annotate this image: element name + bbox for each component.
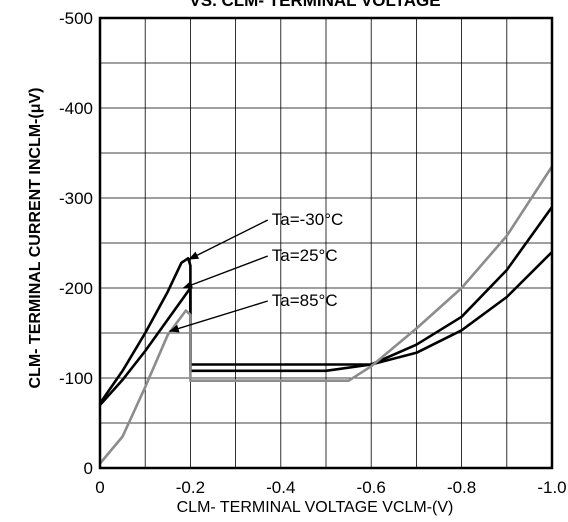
annotation-label: Ta=-30°C xyxy=(272,210,344,229)
series-line-1 xyxy=(98,251,553,404)
y-axis-label: CLM- TERMINAL CURRENT INCLM-(μV) xyxy=(27,87,44,388)
y-tick-label: -400 xyxy=(59,99,93,118)
plot-frame xyxy=(98,16,554,470)
y-tick-label: -200 xyxy=(59,279,93,298)
annotation-label: Ta=85°C xyxy=(272,291,338,310)
x-tick-label: -1.0 xyxy=(537,478,566,497)
x-tick-labels: 0 -0.2 -0.4 -0.6 -0.8 -1.0 xyxy=(95,478,566,497)
annotation-arrow xyxy=(168,300,268,333)
x-tick-label: 0 xyxy=(95,478,104,497)
x-axis-label: CLM- TERMINAL VOLTAGE VCLM-(V) xyxy=(177,499,454,516)
y-tick-label: 0 xyxy=(84,459,93,478)
x-tick-label: -0.4 xyxy=(266,478,295,497)
x-tick-label: -0.2 xyxy=(176,478,205,497)
x-tick-label: -0.8 xyxy=(447,478,476,497)
annotation-arrow xyxy=(182,255,269,289)
y-tick-label: -300 xyxy=(59,189,93,208)
y-tick-labels: 0 -100 -200 -300 -400 -500 xyxy=(59,9,93,478)
series-layer xyxy=(98,165,554,465)
series-line-3 xyxy=(99,165,554,465)
annotation-arrow xyxy=(188,219,269,260)
annotations: Ta=-30°C Ta=25°C Ta=85°C xyxy=(168,210,344,333)
y-tick-label: -100 xyxy=(59,369,93,388)
y-tick-label: -500 xyxy=(59,9,93,28)
grid xyxy=(100,18,552,468)
x-tick-label: -0.6 xyxy=(357,478,386,497)
series-line-2 xyxy=(99,206,554,406)
chart-title: VS. CLM- TERMINAL VOLTAGE xyxy=(189,0,440,10)
annotation-label: Ta=25°C xyxy=(272,246,338,265)
